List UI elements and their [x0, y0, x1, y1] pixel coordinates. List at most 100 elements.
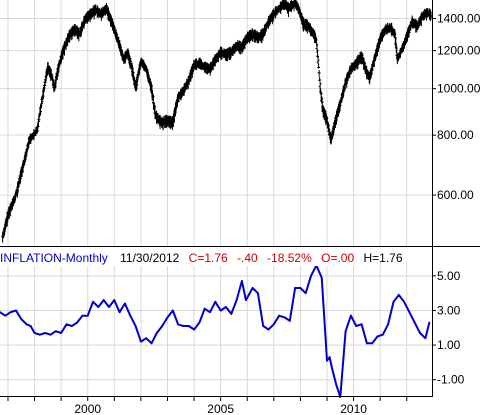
inflation-point — [294, 287, 296, 289]
inflation-point — [331, 368, 334, 371]
inflation-point — [335, 383, 338, 386]
x-tick-label: 2000 — [74, 402, 101, 415]
price-tick-label: 600.00 — [437, 188, 474, 202]
inflation-point — [113, 299, 116, 301]
price-tick-label: 1400.00 — [437, 12, 480, 26]
inflation-point — [413, 321, 416, 324]
inflation-point — [320, 276, 323, 279]
inflation-point — [225, 306, 227, 308]
inflation-point — [38, 333, 41, 336]
inflation-point — [161, 325, 164, 327]
inflation-point — [424, 337, 427, 340]
inflation-point — [203, 307, 206, 310]
legend-backdrop — [0, 248, 380, 266]
inflation-point — [219, 309, 222, 312]
inflation-point — [387, 323, 390, 326]
inflation-point — [15, 309, 17, 312]
inflation-point — [245, 299, 247, 301]
inflation-point — [9, 311, 12, 314]
inflation-point — [187, 325, 190, 327]
inflation-point — [86, 314, 89, 317]
inflation-point — [4, 314, 7, 317]
inflation-point — [20, 318, 23, 321]
inflation-point — [360, 323, 363, 326]
inflation-point — [134, 325, 137, 327]
inflation-point — [371, 342, 374, 345]
inflation-point — [139, 340, 142, 343]
inflation-point — [304, 292, 307, 295]
inflation-point — [193, 328, 195, 331]
inflation-point — [235, 299, 238, 301]
inflation-point — [256, 292, 259, 295]
inflation-point — [299, 287, 302, 289]
inflation-point — [102, 299, 105, 301]
inflation-point — [198, 321, 201, 324]
inflation-point — [166, 316, 169, 319]
inflation-tick-label: 5.00 — [437, 269, 461, 283]
inflation-point — [108, 306, 110, 308]
inflation-point — [241, 280, 243, 282]
inflation-point — [150, 342, 153, 345]
legend-close: C=1.76 — [189, 251, 228, 265]
tick-labels: 600.00800.001000.001200.001400.001600.00… — [7, 12, 480, 415]
inflation-point — [209, 311, 211, 314]
inflation-point — [381, 333, 384, 336]
inflation-point — [129, 314, 132, 317]
inflation-point — [49, 333, 52, 336]
inflation-point — [397, 293, 400, 296]
inflation-point — [251, 287, 254, 289]
inflation-point — [0, 311, 1, 314]
inflation-point — [29, 325, 32, 327]
inflation-point — [54, 330, 57, 333]
inflation-point — [326, 359, 328, 362]
price-tick-label: 1000.00 — [437, 82, 480, 96]
inflation-point — [230, 313, 233, 315]
legend-series-name: INFLATION-Monthly — [0, 251, 108, 265]
inflation-point — [355, 325, 358, 327]
inflation-point — [262, 325, 265, 327]
inflation-point — [155, 332, 158, 334]
inflation-point — [145, 337, 148, 340]
inflation-point — [408, 311, 411, 314]
inflation-point — [33, 332, 36, 334]
inflation-point — [283, 316, 286, 319]
axes — [0, 0, 480, 397]
x-tick-label: 2010 — [340, 402, 367, 415]
gridlines — [0, 0, 432, 397]
inflation-tick-label: 1.00 — [437, 338, 461, 352]
x-tick-label: 2005 — [207, 402, 234, 415]
inflation-point — [81, 314, 84, 317]
legend-change: -.40 — [237, 251, 258, 265]
legend-date: 11/30/2012 — [120, 251, 179, 265]
inflation-point — [76, 321, 78, 324]
inflation-point — [272, 323, 275, 326]
inflation-point — [60, 332, 63, 334]
indicator-legend: INFLATION-Monthly 11/30/2012 C=1.76 -.40… — [0, 248, 403, 266]
inflation-point — [344, 330, 347, 333]
inflation-point — [278, 314, 281, 317]
inflation-line — [0, 264, 431, 398]
inflation-point — [350, 314, 352, 317]
inflation-point — [92, 300, 94, 303]
inflation-tick-label: 3.00 — [437, 303, 461, 317]
inflation-point — [97, 306, 100, 308]
legend-high: H=1.76 — [363, 251, 402, 265]
inflation-series-line — [0, 264, 431, 398]
inflation-tick-label: -1.00 — [437, 373, 465, 387]
inflation-point — [171, 309, 174, 312]
inflation-point — [419, 332, 421, 334]
price-tick-label: 800.00 — [437, 128, 474, 142]
legend-percent: -18.52% — [267, 251, 312, 265]
inflation-point — [124, 302, 126, 305]
inflation-point — [118, 311, 121, 314]
inflation-point — [288, 319, 291, 322]
price-tick-label: 1200.00 — [437, 44, 480, 58]
inflation-point — [403, 300, 405, 303]
inflation-point — [25, 323, 28, 326]
inflation-point — [365, 342, 368, 345]
svg-text:INFLATION-Monthly 11/30/: INFLATION-Monthly 11/30/2012 C=1.76 -.40… — [0, 251, 403, 265]
inflation-point — [214, 300, 217, 303]
inflation-point — [328, 356, 331, 359]
